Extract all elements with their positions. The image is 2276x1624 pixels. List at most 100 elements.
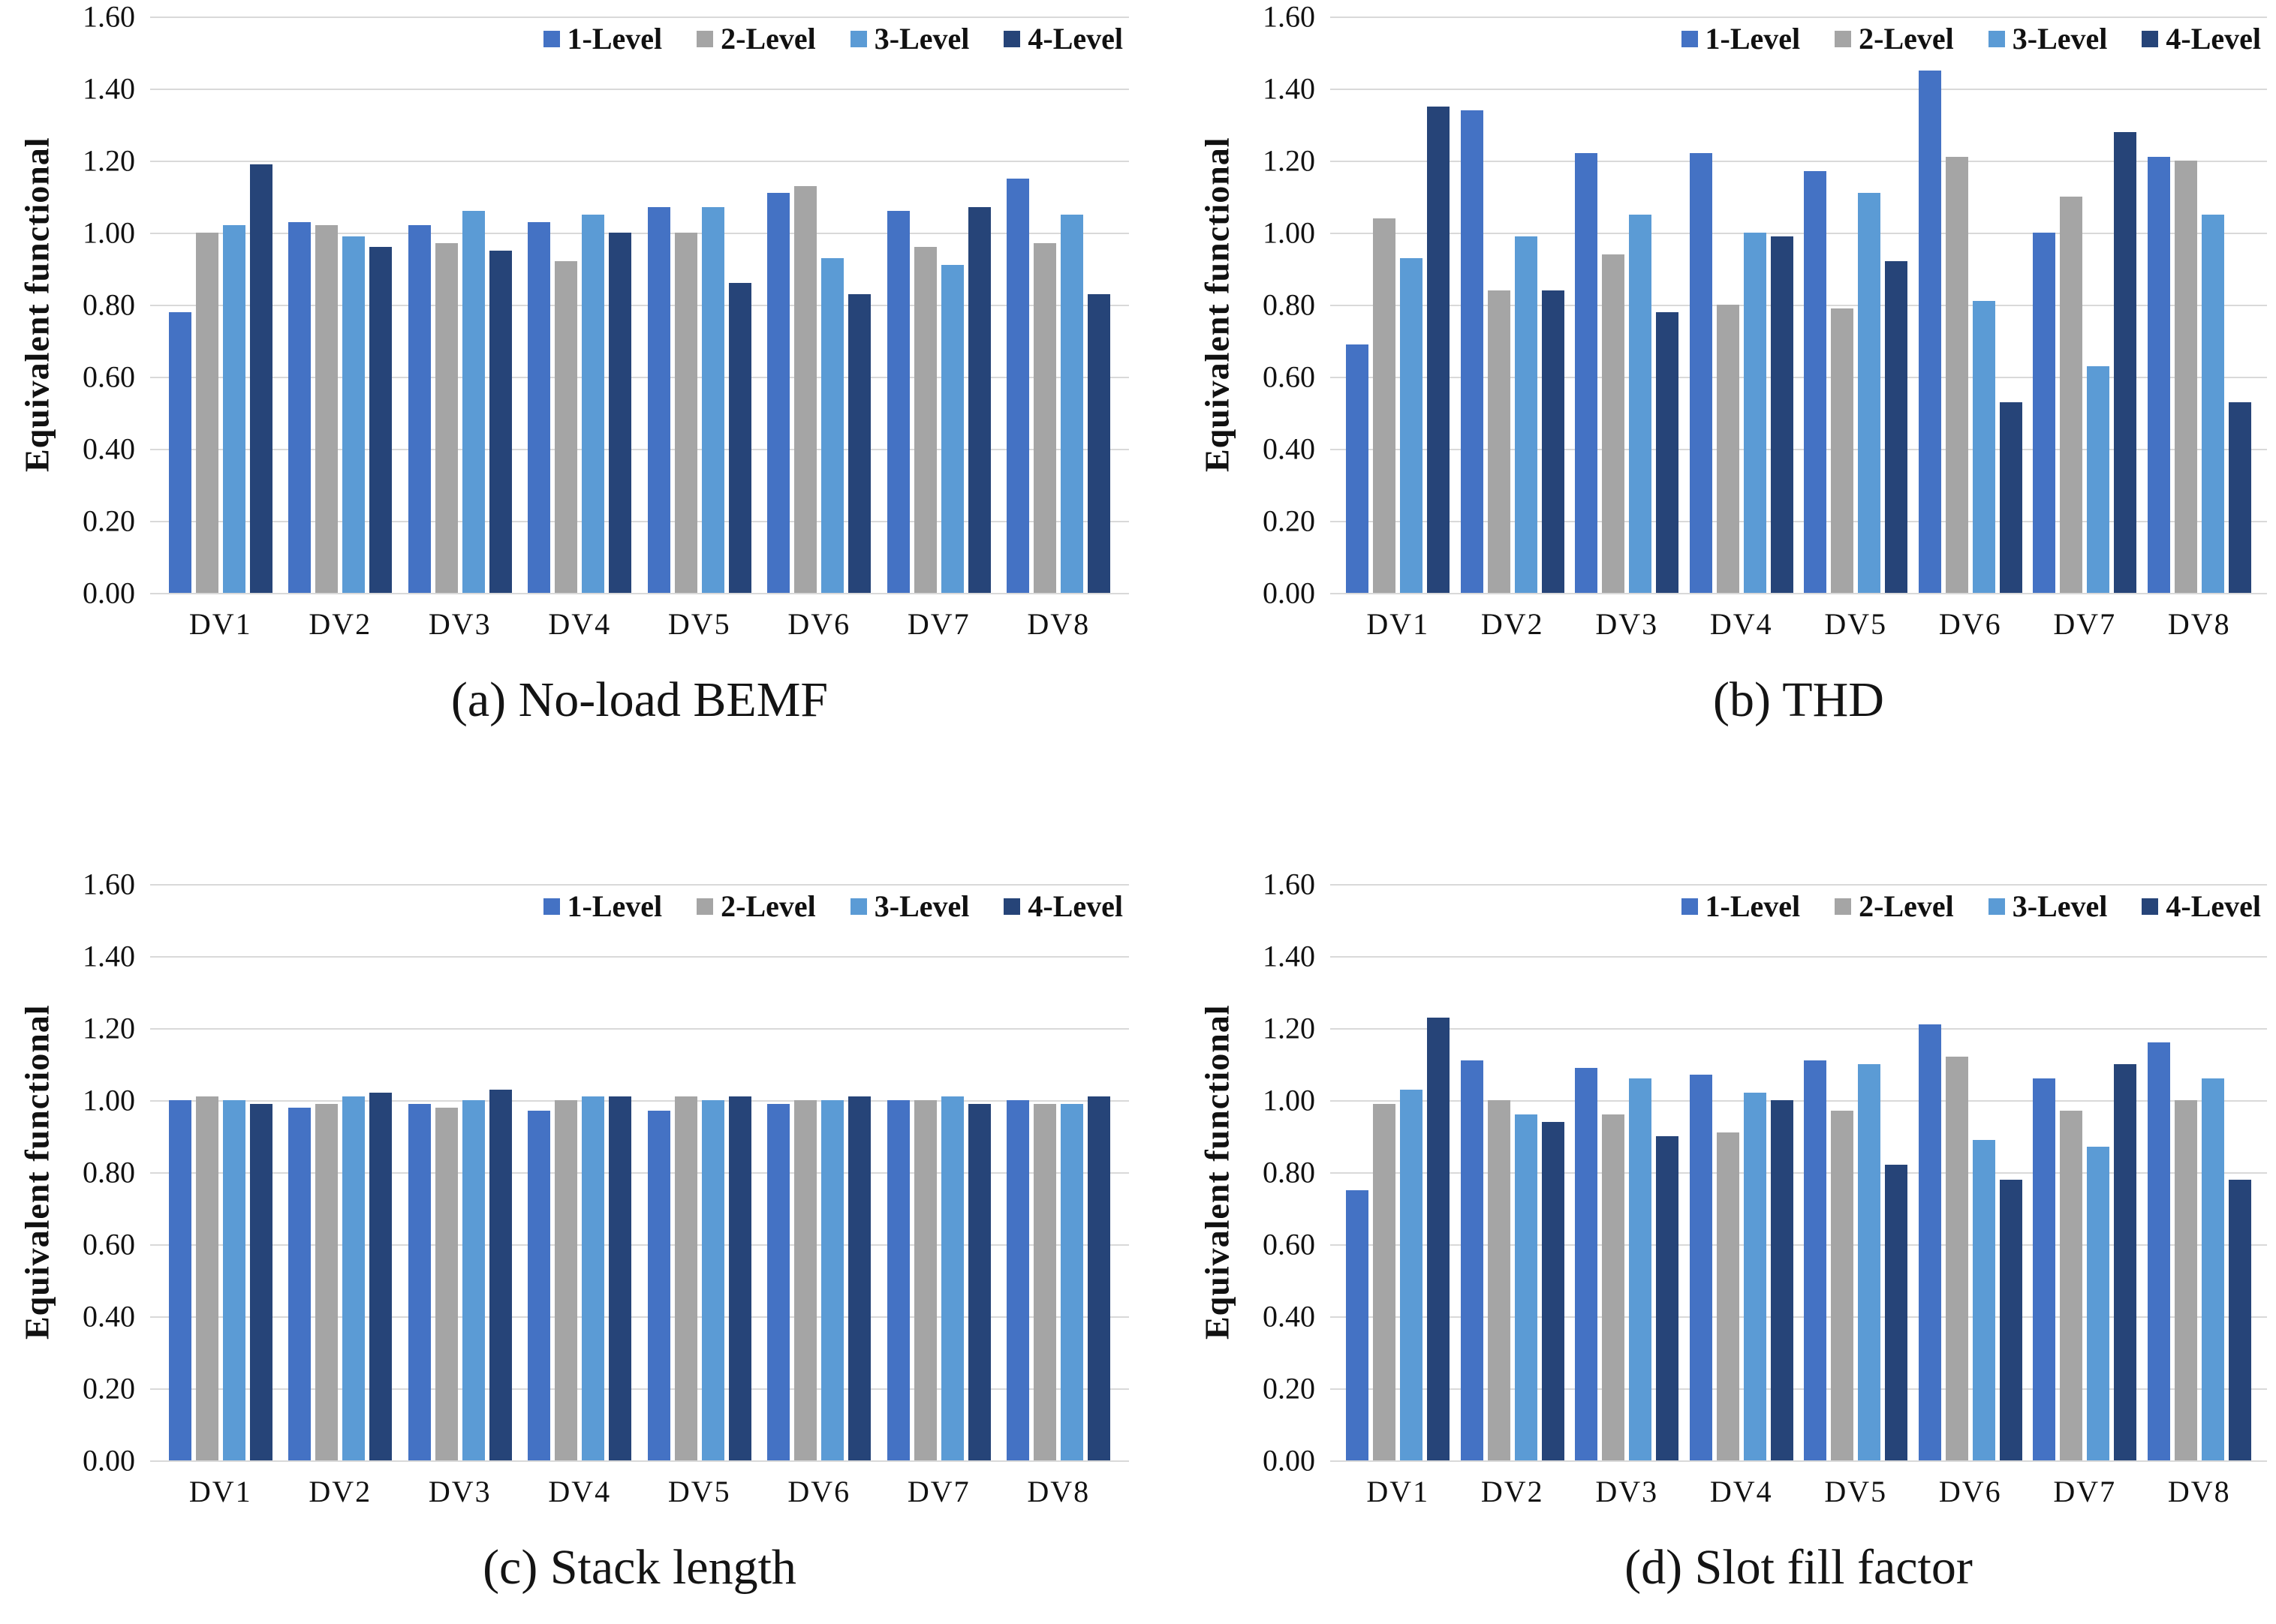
bar-dv3-1-level [1575,1067,1598,1460]
bar-dv5-2-level [1831,1111,1854,1460]
bar-dv6-2-level [1945,157,1968,593]
gridline [1330,1100,2267,1102]
plot-area: 1-Level 2-Level 3-Level 4-Level [1330,884,2267,1462]
y-tick-label: 0.80 [83,1155,135,1189]
bar-dv7-1-level [887,1100,910,1460]
y-tick-label: 1.40 [83,71,135,106]
gridline [150,305,1129,306]
bar-dv6-2-level [794,185,817,593]
bar-dv6-2-level [1945,1057,1968,1460]
bar-group-dv5 [1799,17,1913,593]
bar-dv6-1-level [1918,71,1941,593]
bar-dv3-4-level [489,251,512,593]
bar-dv7-1-level [887,211,910,593]
bar-dv5-4-level [728,1096,751,1460]
bar-dv7-4-level [2114,131,2137,593]
gridline [1330,161,2267,162]
y-axis-title: Equivalent functional [1197,137,1236,473]
bar-dv3-2-level [435,1107,458,1460]
bar-dv1-2-level [1373,1103,1396,1460]
gridline [1330,521,2267,522]
bar-dv4-4-level [609,233,632,593]
bar-dv4-4-level [1770,236,1793,593]
bar-group-dv3 [1570,884,1684,1460]
legend-label: 3-Level [2012,889,2108,923]
legend: 1-Level 2-Level 3-Level 4-Level [543,21,1123,56]
bar-dv3-3-level [1629,215,1652,593]
x-axis-ticks: DV1 DV2 DV3 DV4 DV5 DV6 DV7 DV8 [1330,606,2267,642]
bar-dv1-1-level [168,311,191,593]
bar-dv6-2-level [794,1100,817,1460]
y-axis-title: Equivalent functional [1197,1004,1236,1340]
y-axis-title: Equivalent functional [17,137,56,473]
bar-dv1-3-level [1400,1089,1423,1460]
bar-dv4-3-level [1743,233,1766,593]
gridline [150,1028,1129,1030]
y-tick-label: 1.20 [83,1011,135,1045]
chart-area: Equivalent functional 1.60 1.40 1.20 1.00 0.… [1192,868,2267,1509]
bar-dv5-1-level [647,207,670,593]
bar-group-dv6 [1913,884,2028,1460]
bar-group-dv1 [1341,884,1456,1460]
x-tick-label: DV1 [188,1475,252,1508]
bar-group-dv4 [520,17,640,593]
bar-dv8-3-level [1061,1103,1084,1460]
x-tick-label: DV3 [428,1475,492,1508]
bar-dv2-1-level [1460,1060,1483,1460]
gridline [1330,305,2267,306]
y-tick-label: 1.60 [1263,0,1315,34]
y-tick-label: 0.80 [1263,287,1315,322]
bar-dv1-3-level [1400,257,1423,593]
x-tick-label: DV8 [1027,1475,1091,1508]
bar-dv7-3-level [941,265,964,593]
y-tick-label: 1.60 [83,867,135,901]
bar-dv3-2-level [435,243,458,593]
bar-dv4-3-level [582,215,605,593]
chart-area: Equivalent functional 1.60 1.40 1.20 1.00 0.… [12,0,1129,642]
bar-dv5-2-level [674,233,697,593]
gridline [150,161,1129,162]
y-tick-label: 0.60 [1263,359,1315,394]
bar-dv1-1-level [1346,1190,1369,1460]
bar-dv2-4-level [369,1093,393,1460]
bar-group-dv2 [281,17,401,593]
chart-panel-d: Equivalent functional 1.60 1.40 1.20 1.00 0.… [1138,812,2276,1624]
gridline [150,1244,1129,1246]
plot-area: 1-Level 2-Level 3-Level 4-Level [1330,17,2267,594]
gridline [1330,1244,2267,1246]
legend-swatch-icon [697,898,714,915]
bar-dv4-3-level [1743,1093,1766,1460]
x-axis-ticks: DV1 DV2 DV3 DV4 DV5 DV6 DV7 DV8 [150,1474,1129,1509]
x-tick-label: DV6 [1938,1475,2002,1508]
bar-group-dv3 [1570,17,1684,593]
y-tick-label: 0.40 [1263,1299,1315,1334]
bar-dv5-1-level [1804,171,1827,593]
legend: 1-Level 2-Level 3-Level 4-Level [1681,21,2261,56]
bar-dv5-3-level [701,1100,724,1460]
bar-group-dv6 [1913,17,2028,593]
bar-dv3-1-level [408,1103,431,1460]
gridline [150,884,1129,886]
legend-swatch-icon [697,30,714,47]
bars [150,884,1129,1460]
y-axis-ticks: 1.60 1.40 1.20 1.00 0.80 0.60 0.40 0.20 0.00 [1242,868,1330,1478]
x-tick-label: DV6 [787,607,851,641]
legend: 1-Level 2-Level 3-Level 4-Level [1681,889,2261,924]
bar-dv6-3-level [1972,301,1995,593]
bar-group-dv8 [2142,884,2257,1460]
chart-panel-c: Equivalent functional 1.60 1.40 1.20 1.00 0.… [0,812,1138,1624]
bar-dv2-4-level [1541,290,1564,593]
bar-dv2-4-level [369,247,393,593]
bar-dv1-2-level [195,233,218,593]
x-tick-label: DV1 [188,607,252,641]
caption-c: (c) Stack length [483,1540,796,1595]
legend-item: 1-Level [543,21,662,56]
bar-dv7-2-level [914,247,937,593]
bar-dv7-3-level [941,1096,964,1460]
legend-item: 3-Level [1988,21,2107,56]
gridline [1330,1460,2267,1462]
legend-label: 1-Level [1705,22,1801,56]
bar-dv7-4-level [968,1103,991,1460]
y-tick-label: 0.20 [1263,1371,1315,1406]
bar-dv4-3-level [582,1096,605,1460]
